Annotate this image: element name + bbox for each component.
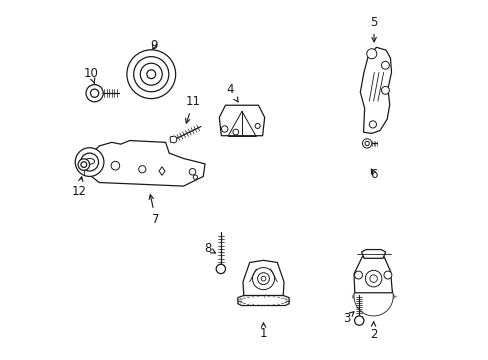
Circle shape — [381, 61, 388, 69]
Text: 1: 1 — [259, 323, 267, 340]
Circle shape — [81, 153, 99, 171]
Text: 3: 3 — [342, 311, 353, 325]
Polygon shape — [353, 252, 392, 293]
Circle shape — [189, 168, 195, 175]
Circle shape — [257, 273, 269, 284]
Circle shape — [365, 270, 381, 287]
Circle shape — [133, 57, 168, 92]
Circle shape — [193, 175, 197, 179]
Polygon shape — [361, 249, 385, 258]
Circle shape — [354, 316, 363, 325]
Polygon shape — [243, 260, 284, 296]
Circle shape — [362, 139, 371, 148]
Circle shape — [75, 148, 104, 176]
Circle shape — [81, 162, 86, 167]
Circle shape — [369, 275, 377, 282]
Polygon shape — [219, 105, 264, 136]
Circle shape — [255, 123, 260, 129]
Circle shape — [126, 50, 175, 99]
Circle shape — [368, 121, 376, 128]
Circle shape — [383, 271, 391, 279]
Circle shape — [90, 89, 99, 97]
Circle shape — [78, 159, 89, 170]
Text: 10: 10 — [83, 67, 98, 83]
Circle shape — [111, 161, 120, 170]
Polygon shape — [237, 296, 288, 306]
Circle shape — [86, 85, 103, 102]
Circle shape — [366, 49, 376, 59]
Polygon shape — [86, 140, 204, 186]
Circle shape — [354, 271, 362, 279]
Text: 12: 12 — [71, 177, 86, 198]
Circle shape — [252, 267, 274, 290]
Text: 6: 6 — [370, 168, 377, 181]
Circle shape — [353, 277, 392, 316]
Text: 7: 7 — [149, 195, 159, 226]
Circle shape — [221, 126, 227, 132]
Circle shape — [216, 264, 225, 274]
Text: 8: 8 — [204, 242, 215, 255]
Circle shape — [139, 166, 145, 173]
Circle shape — [381, 86, 388, 94]
Text: 11: 11 — [185, 95, 201, 123]
Text: 4: 4 — [226, 83, 238, 102]
Text: 5: 5 — [369, 16, 377, 42]
Text: 2: 2 — [369, 322, 377, 341]
Polygon shape — [170, 136, 176, 143]
Circle shape — [232, 129, 238, 135]
Polygon shape — [159, 167, 164, 175]
Ellipse shape — [84, 158, 94, 164]
Circle shape — [140, 63, 162, 85]
Circle shape — [364, 141, 368, 145]
Polygon shape — [360, 47, 391, 134]
Circle shape — [146, 70, 155, 78]
Circle shape — [261, 276, 265, 281]
Text: 9: 9 — [150, 39, 158, 52]
